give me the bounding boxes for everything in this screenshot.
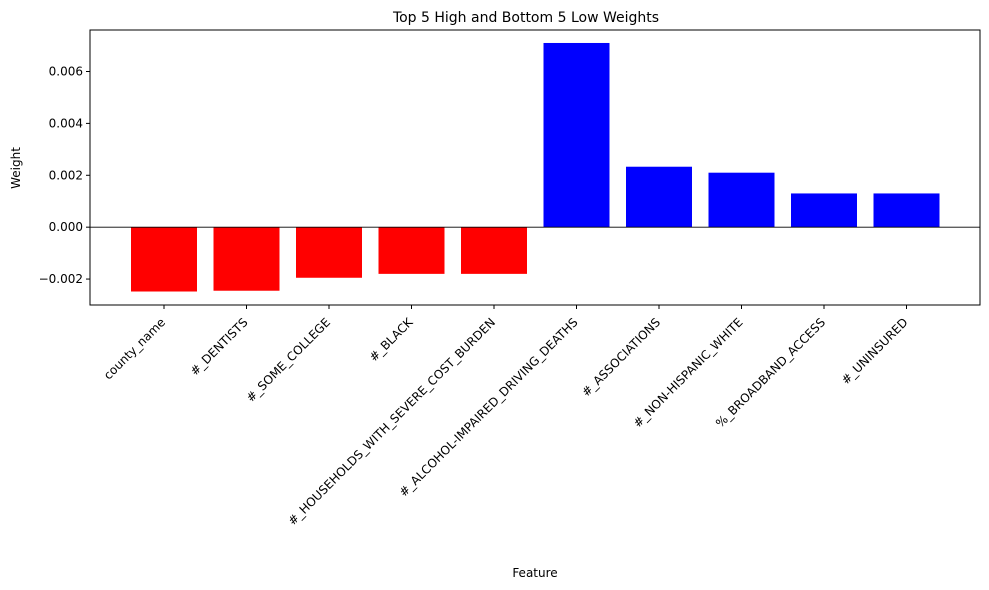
bar-3 xyxy=(378,227,445,274)
bar-8 xyxy=(791,193,857,228)
bar-1 xyxy=(213,227,280,291)
bar-0 xyxy=(131,227,197,292)
bar-9 xyxy=(873,193,940,228)
x-tick-label-3: #_BLACK xyxy=(366,314,416,364)
bar-4 xyxy=(461,227,527,274)
y-tick-label-2: 0.002 xyxy=(49,168,83,182)
bar-5 xyxy=(543,42,610,228)
x-tick-label-9: #_UNINSURED xyxy=(839,315,911,387)
y-tick-label-0: −0.002 xyxy=(39,272,83,286)
bar-7 xyxy=(708,172,775,228)
chart-title: Top 5 High and Bottom 5 Low Weights xyxy=(392,10,659,26)
y-axis-label: Weight xyxy=(9,147,23,189)
x-tick-label-6: #_ASSOCIATIONS xyxy=(579,315,663,399)
x-axis-label: Feature xyxy=(512,566,557,580)
y-tick-label-4: 0.006 xyxy=(49,65,83,79)
bar-6 xyxy=(626,166,692,228)
x-tick-label-0: county_name xyxy=(101,315,168,382)
bar-2 xyxy=(296,227,362,278)
x-tick-label-1: #_DENTISTS xyxy=(187,315,250,378)
x-tick-label-2: #_SOME_COLLEGE xyxy=(244,315,334,405)
x-tick-label-5: #_ALCOHOL-IMPAIRED_DRIVING_DEATHS xyxy=(396,315,580,499)
y-tick-label-1: 0.000 xyxy=(49,220,83,234)
y-tick-label-3: 0.004 xyxy=(49,116,83,130)
axes-frame xyxy=(89,29,981,306)
plot-area: −0.002 0.000 0.002 0.004 0.006 county_name #_D… xyxy=(39,29,981,528)
